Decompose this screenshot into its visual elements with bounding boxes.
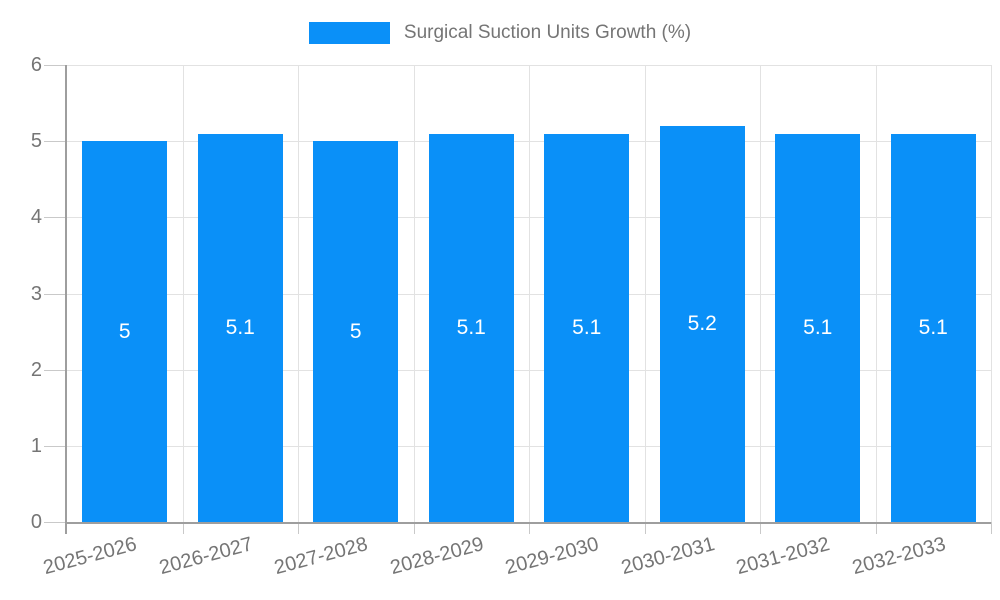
bar: 5.1 <box>544 133 630 522</box>
y-tick <box>44 141 67 143</box>
x-tick-label: 2025-2026 <box>41 533 140 580</box>
y-axis-line <box>65 65 67 522</box>
y-tick <box>44 445 67 447</box>
bar-value-label: 5.1 <box>225 316 255 340</box>
x-tick <box>65 522 67 534</box>
x-tick-label: 2027-2028 <box>272 533 371 580</box>
x-tick <box>298 522 299 534</box>
bar: 5 <box>82 141 168 522</box>
x-gridline <box>529 65 530 522</box>
x-gridline <box>413 65 415 522</box>
bar: 5.1 <box>428 133 514 522</box>
legend-label: Surgical Suction Units Growth (%) <box>403 22 692 43</box>
bar-value-label: 5.1 <box>456 316 486 340</box>
x-tick <box>182 522 184 534</box>
legend[interactable]: Surgical Suction Units Growth (%) <box>0 20 1000 46</box>
bar-value-label: 5.2 <box>687 312 717 336</box>
y-tick-label: 3 <box>30 282 42 305</box>
bar: 5.1 <box>197 133 283 522</box>
x-gridline <box>991 65 992 522</box>
x-tick-label: 2028-2029 <box>387 533 486 580</box>
bar-value-label: 5.1 <box>803 316 833 340</box>
x-tick-label: 2030-2031 <box>618 533 717 580</box>
y-tick-label: 6 <box>30 54 42 76</box>
x-tick-label: 2031-2032 <box>734 533 833 580</box>
x-tick <box>529 522 530 534</box>
x-tick-label: 2026-2027 <box>156 533 255 580</box>
y-tick <box>44 65 67 66</box>
x-tick <box>413 522 415 534</box>
y-tick <box>44 369 67 371</box>
x-tick <box>644 522 646 534</box>
bar: 5.2 <box>659 125 745 522</box>
bar-value-label: 5.1 <box>572 316 602 340</box>
bar-value-label: 5.1 <box>918 316 948 340</box>
x-gridline <box>644 65 646 522</box>
x-gridline <box>875 65 877 522</box>
x-tick <box>991 522 992 534</box>
y-tick <box>44 293 67 295</box>
y-tick-label: 5 <box>30 130 42 153</box>
legend-swatch <box>308 22 390 44</box>
y-tick-label: 1 <box>30 434 42 457</box>
y-tick <box>44 217 67 219</box>
bar-value-label: 5 <box>118 320 131 344</box>
x-tick-label: 2029-2030 <box>503 533 602 580</box>
bar: 5 <box>313 141 399 522</box>
x-tick <box>760 522 761 534</box>
bar-value-label: 5 <box>349 320 362 344</box>
x-tick-label: 2032-2033 <box>849 533 948 580</box>
y-tick-label: 4 <box>30 206 42 229</box>
x-gridline <box>182 65 184 522</box>
bar: 5.1 <box>890 133 976 522</box>
y-tick <box>44 522 67 523</box>
y-tick-label: 0 <box>30 511 42 533</box>
x-gridline <box>760 65 761 522</box>
x-axis-line <box>65 522 991 524</box>
x-gridline <box>298 65 299 522</box>
y-tick-label: 2 <box>30 358 42 381</box>
bar: 5.1 <box>775 133 861 522</box>
x-tick <box>875 522 877 534</box>
